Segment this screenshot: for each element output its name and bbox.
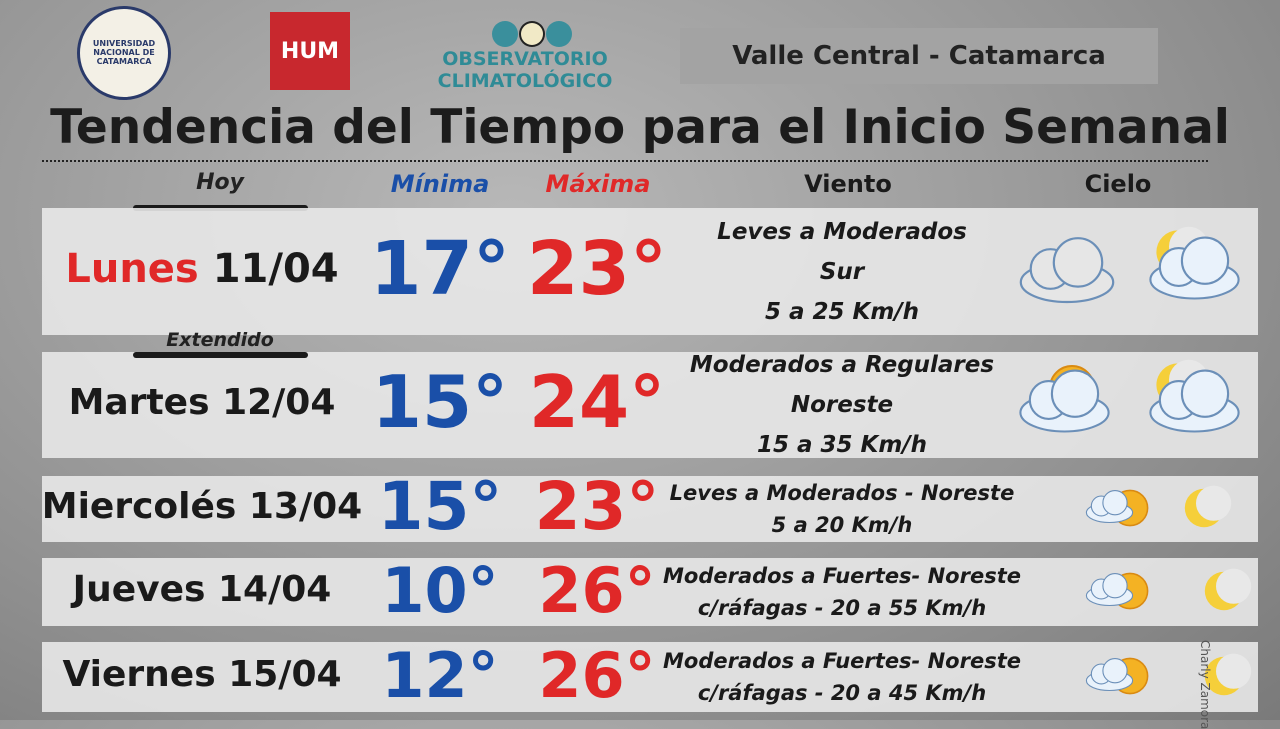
title: Tendencia del Tiempo para el Inicio Sema… xyxy=(50,100,1230,155)
observatory-line-1: OBSERVATORIO xyxy=(442,48,608,70)
region: Valle Central - Catamarca xyxy=(732,41,1106,71)
date: 12/04 xyxy=(222,381,336,423)
extended-header: Extendido xyxy=(166,329,274,351)
sky-icons xyxy=(1012,358,1262,457)
sky-icon xyxy=(1019,360,1240,433)
wind-line: c/ráfagas - 20 a 55 Km/h xyxy=(697,596,987,620)
date: 14/04 xyxy=(217,568,332,610)
wind-cell: Leves a Moderados Sur 5 a 25 Km/h xyxy=(622,212,1062,332)
day-name: Martes xyxy=(68,381,210,423)
region-box: Valle Central - Catamarca xyxy=(680,28,1158,84)
max-temp: 26° xyxy=(538,638,656,712)
today-header: Hoy xyxy=(196,170,244,195)
credit: Charly Zamora xyxy=(1198,640,1212,729)
date: 13/04 xyxy=(248,485,363,527)
day-name: Miercolés xyxy=(41,485,237,527)
day-cell: Lunes 11/04 xyxy=(12,246,392,292)
sky-icon xyxy=(1019,226,1240,303)
sky-icons xyxy=(1082,652,1280,716)
wind-cell: Leves a Moderados - Noreste 5 a 20 Km/h xyxy=(622,477,1062,541)
min-temp: 15° xyxy=(377,468,503,546)
min-temp: 15° xyxy=(371,360,509,445)
wind-line: c/ráfagas - 20 a 45 Km/h xyxy=(697,681,987,705)
observatory-line-2: CLIMATOLÓGICO xyxy=(437,70,613,92)
date: 11/04 xyxy=(212,245,339,292)
university-name: UNIVERSIDAD NACIONAL DE CATAMARCA xyxy=(92,39,156,66)
max-temp: 23° xyxy=(527,225,667,312)
min-temp: 12° xyxy=(381,638,499,712)
max-temp: 26° xyxy=(538,553,656,627)
max-header: Máxima xyxy=(545,170,651,198)
wind-line: Leves a Moderados xyxy=(717,218,967,245)
observatory-logo: OBSERVATORIO CLIMATOLÓGICO xyxy=(430,18,620,92)
forecast-row: Jueves 14/04 10° 26° Moderados a Fuertes- N… xyxy=(42,554,1258,627)
max-temp: 24° xyxy=(528,360,666,445)
wind-line: Leves a Moderados - Noreste xyxy=(669,481,1015,505)
title-rule xyxy=(42,160,1208,162)
day-cell: Martes 12/04 xyxy=(12,382,392,423)
forecast-row: Lunes 11/04 17° 23° Leves a Moderados Sur 5 a… xyxy=(42,208,1258,335)
date: 15/04 xyxy=(228,653,342,695)
forecast-row: Viernes 15/04 12° 26° Moderados a Fuertes- … xyxy=(42,638,1258,712)
min-header: Mínima xyxy=(390,170,490,198)
sky-header: Cielo xyxy=(1084,170,1152,198)
wind-cell: Moderados a Fuertes- Noreste c/ráfagas - … xyxy=(622,645,1062,709)
day-name: Jueves xyxy=(72,568,206,610)
university-logo: UNIVERSIDAD NACIONAL DE CATAMARCA xyxy=(77,6,171,100)
wind-line: 5 a 25 Km/h xyxy=(764,298,920,325)
day-name: Lunes xyxy=(65,245,199,292)
wind-line: Moderados a Regulares xyxy=(689,352,995,378)
hum-logo: HUM xyxy=(270,12,350,90)
wind-line: Moderados a Fuertes- Noreste xyxy=(663,564,1021,588)
day-cell: Viernes 15/04 xyxy=(12,654,392,695)
day-cell: Miercolés 13/04 xyxy=(12,486,392,527)
day-name: Viernes xyxy=(62,653,216,695)
min-temp: 17° xyxy=(370,225,510,312)
sky-icon xyxy=(1085,653,1252,695)
wind-line: Sur xyxy=(819,258,865,285)
wind-line: 5 a 20 Km/h xyxy=(771,513,913,537)
wind-cell: Moderados a Fuertes- Noreste c/ráfagas - … xyxy=(622,560,1062,624)
hum-text: HUM xyxy=(280,39,340,64)
wind-line: Noreste xyxy=(790,392,894,418)
wind-cell: Moderados a Regulares Noreste 15 a 35 Km/h xyxy=(622,345,1062,465)
sky-icon xyxy=(1085,568,1252,610)
day-cell: Jueves 14/04 xyxy=(12,569,392,610)
sky-icons xyxy=(1082,484,1280,548)
forecast-row: Martes 12/04 15° 24° Moderados a Regulares N… xyxy=(42,352,1258,458)
observatory-icon xyxy=(492,21,572,47)
forecast-row: Miercolés 13/04 15° 23° Leves a Moderados -… xyxy=(42,468,1258,545)
sky-icon xyxy=(1085,485,1232,527)
wind-line: 15 a 35 Km/h xyxy=(756,432,928,458)
sky-icons xyxy=(1012,225,1262,324)
max-temp: 23° xyxy=(534,468,660,546)
min-temp: 10° xyxy=(381,553,499,627)
wind-line: Moderados a Fuertes- Noreste xyxy=(663,649,1021,673)
wind-header: Viento xyxy=(804,170,892,198)
extended-bar xyxy=(133,352,308,358)
sky-icons xyxy=(1082,567,1280,631)
